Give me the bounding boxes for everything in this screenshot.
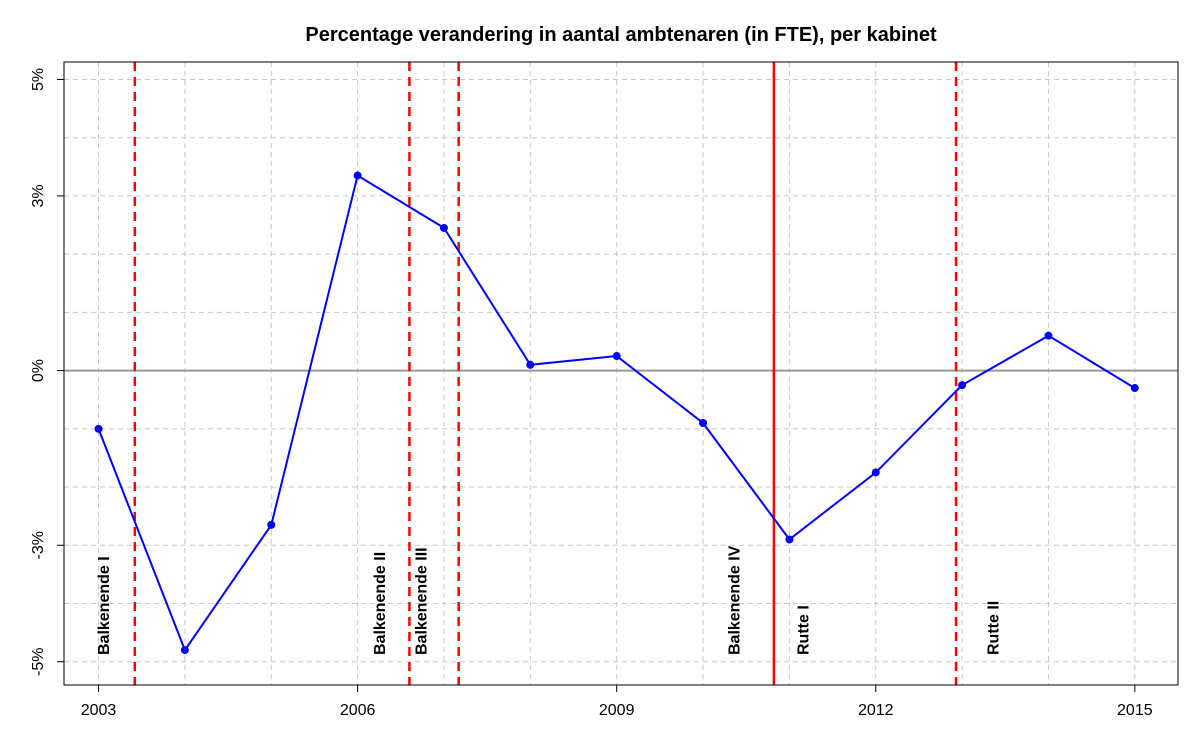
data-point: [94, 424, 103, 433]
data-point: [612, 352, 621, 361]
data-point: [353, 171, 362, 180]
cabinet-label: Rutte II: [985, 601, 1002, 655]
x-tick-label: 2006: [340, 702, 376, 719]
cabinet-label: Rutte I: [795, 605, 812, 655]
chart-title: Percentage verandering in aantal ambtena…: [305, 24, 937, 46]
data-point: [526, 360, 535, 369]
x-axis: 2003 2006 2009 2012 2015: [81, 685, 1153, 719]
x-tick-label: 2015: [1117, 702, 1153, 719]
plot-frame: [63, 61, 1179, 686]
x-tick-label: 2003: [81, 702, 117, 719]
y-tick-label: -5%: [30, 647, 47, 675]
cabinet-label: Balkenende IV: [726, 545, 743, 655]
y-axis: 5% 3% 0% -3% -5%: [30, 68, 64, 676]
grid: [64, 62, 1178, 685]
y-tick-label: 0%: [30, 359, 47, 382]
y-tick-label: 3%: [30, 184, 47, 207]
y-tick-label: 5%: [30, 68, 47, 91]
data-point: [871, 468, 880, 477]
data-point: [180, 646, 189, 655]
series: [94, 171, 1139, 655]
data-point: [699, 418, 708, 427]
x-tick-label: 2009: [599, 702, 635, 719]
cabinet-label: Balkenende II: [372, 552, 389, 655]
data-point: [267, 520, 276, 529]
data-point: [1130, 384, 1139, 393]
cabinet-label: Balkenende I: [96, 556, 113, 655]
data-point: [785, 535, 794, 544]
data-point: [958, 381, 967, 390]
y-tick-label: -3%: [30, 531, 47, 559]
cabinet-label: Balkenende III: [414, 547, 431, 655]
cabinet-labels: Balkenende I Balkenende II Balkenende III B…: [96, 545, 1002, 655]
x-tick-label: 2012: [858, 702, 894, 719]
data-point: [1044, 331, 1053, 340]
data-point: [439, 223, 448, 232]
cabinet-lines: [133, 62, 958, 685]
